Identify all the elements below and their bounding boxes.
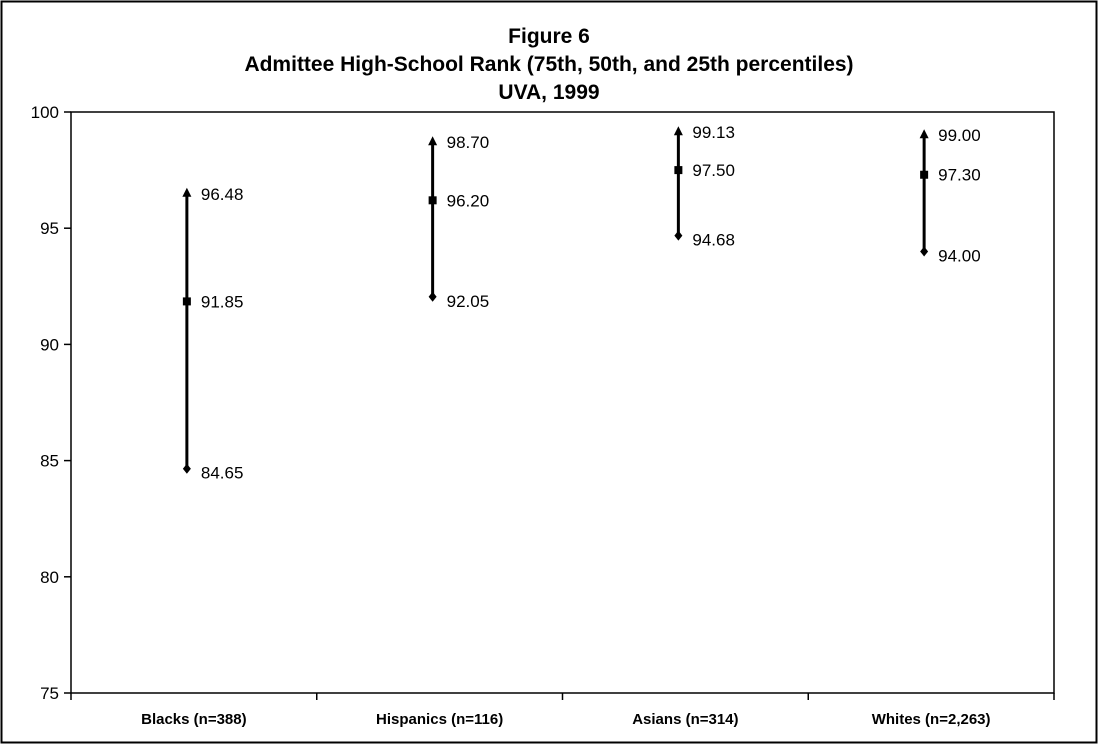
y-tick-label: 75	[40, 684, 59, 703]
marker-50th	[674, 166, 683, 175]
y-tick-label: 80	[40, 568, 59, 587]
marker-25th	[428, 291, 437, 302]
marker-50th	[428, 196, 437, 205]
marker-75th	[182, 187, 192, 197]
chart-title-line-3: UVA, 1999	[498, 81, 599, 104]
data-label-25th: 92.05	[447, 292, 490, 311]
marker-75th	[428, 136, 438, 146]
data-label-75th: 99.13	[692, 123, 735, 142]
y-tick-label: 95	[40, 219, 59, 238]
data-label-50th: 97.50	[692, 161, 735, 180]
marker-25th	[674, 230, 683, 241]
y-tick-label: 85	[40, 452, 59, 471]
data-label-50th: 96.20	[447, 191, 490, 210]
range-series: 96.48 91.85 84.65 98.70 96.20 92.05 99.13 97.50…	[182, 123, 981, 483]
x-category-label: Blacks (n=388)	[141, 711, 246, 728]
data-label-75th: 98.70	[447, 133, 490, 152]
marker-75th	[919, 129, 929, 139]
data-label-75th: 96.48	[201, 185, 244, 204]
data-label-50th: 97.30	[938, 166, 981, 185]
marker-50th	[920, 170, 929, 179]
x-category-label: Hispanics (n=116)	[376, 711, 503, 728]
marker-50th	[182, 297, 191, 306]
data-label-25th: 94.00	[938, 246, 981, 265]
x-axis: Blacks (n=388) Hispanics (n=116) Asians (n…	[70, 693, 1055, 728]
chart-title-line-1: Figure 6	[508, 25, 590, 48]
data-label-25th: 84.65	[201, 464, 244, 483]
y-tick-label: 90	[40, 335, 59, 354]
x-category-label: Whites (n=2,263)	[872, 711, 991, 728]
x-category-label: Asians (n=314)	[632, 711, 738, 728]
y-tick-label: 100	[31, 103, 59, 122]
marker-25th	[920, 246, 929, 257]
chart-title-line-2: Admittee High-School Rank (75th, 50th, a…	[244, 53, 853, 76]
data-label-25th: 94.68	[692, 231, 735, 250]
y-axis: 75 80 85 90 95 100	[31, 103, 71, 703]
data-label-75th: 99.00	[938, 126, 981, 145]
data-label-50th: 91.85	[201, 292, 244, 311]
marker-25th	[182, 463, 191, 474]
marker-75th	[673, 126, 683, 136]
